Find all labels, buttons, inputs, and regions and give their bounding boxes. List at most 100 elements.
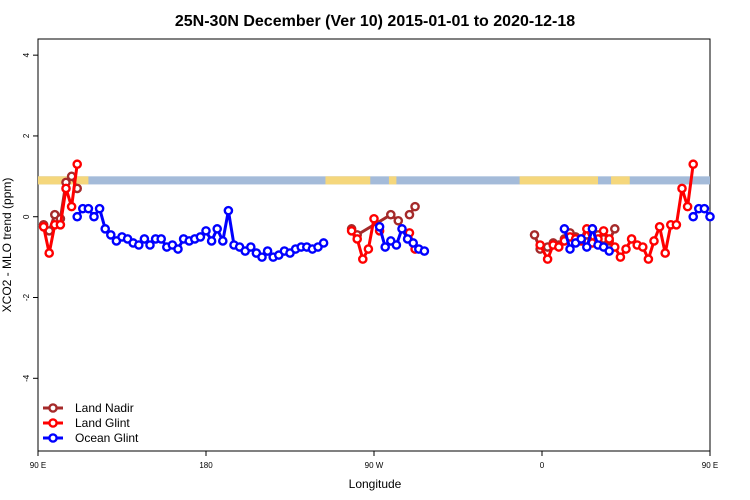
data-point — [223, 205, 234, 216]
data-point — [89, 211, 99, 222]
data-point — [94, 203, 105, 214]
data-point — [542, 254, 553, 264]
data-point — [257, 252, 267, 262]
data-point — [352, 234, 363, 244]
x-axis-label: Longitude — [349, 477, 402, 491]
ocean-band — [38, 176, 710, 185]
data-point — [660, 248, 671, 258]
land-band-segment — [325, 176, 371, 185]
series-ocean-glint — [72, 203, 715, 262]
legend-label: Land Glint — [75, 416, 130, 430]
x-tick-label: 180 — [199, 461, 213, 470]
legend-swatch-marker — [48, 418, 58, 428]
land-band — [38, 176, 710, 185]
legend-item: Ocean Glint — [43, 431, 139, 445]
legend-item: Land Nadir — [43, 401, 134, 415]
data-point — [318, 238, 329, 248]
data-point — [156, 234, 166, 244]
data-point — [173, 244, 183, 254]
data-point — [363, 244, 374, 254]
data-point — [621, 244, 631, 254]
data-point — [393, 215, 404, 226]
x-axis: 90 E 180 90 W 0 90 E — [30, 451, 718, 470]
legend-item: Land Glint — [43, 416, 130, 430]
data-point — [610, 224, 620, 234]
data-point — [638, 242, 648, 252]
data-point — [554, 242, 564, 252]
legend-swatch-marker — [48, 433, 58, 443]
data-point — [262, 246, 273, 256]
land-band-segment — [519, 176, 598, 185]
y-tick-label: -2 — [22, 293, 31, 301]
x-tick-label: 90 W — [365, 461, 384, 470]
legend-label: Land Nadir — [75, 401, 134, 415]
data-point — [369, 213, 379, 224]
data-point — [682, 201, 693, 212]
data-point — [195, 232, 206, 242]
data-point — [201, 226, 211, 236]
data-point — [408, 238, 419, 248]
data-point — [677, 183, 687, 194]
data-point — [106, 230, 116, 240]
data-point — [419, 246, 430, 256]
y-tick-label: 4 — [22, 52, 31, 57]
y-tick-label: 2 — [22, 133, 31, 138]
data-point — [404, 209, 415, 220]
data-point — [72, 159, 82, 170]
data-point — [688, 159, 699, 170]
data-point — [357, 254, 368, 264]
data-point — [385, 209, 396, 220]
data-point — [61, 183, 71, 194]
data-point — [582, 242, 592, 252]
data-point — [626, 234, 637, 244]
data-point — [391, 240, 402, 250]
data-point — [397, 224, 407, 234]
y-tick-label: -4 — [22, 374, 31, 382]
data-point — [587, 224, 598, 234]
data-point — [83, 203, 94, 214]
data-point — [346, 226, 357, 236]
data-point — [643, 254, 654, 264]
data-point — [72, 211, 82, 222]
data-point — [705, 211, 715, 222]
data-point — [380, 242, 391, 252]
data-point — [649, 236, 659, 246]
data-point — [598, 226, 609, 236]
data-point — [38, 222, 49, 232]
data-point — [133, 240, 144, 250]
data-point — [615, 252, 626, 262]
y-axis: 4 2 0 -2 -4 — [22, 52, 38, 382]
data-point — [671, 220, 682, 230]
x-tick-label: 0 — [540, 461, 545, 470]
data-point — [55, 220, 66, 230]
data-point — [688, 211, 699, 222]
data-point — [535, 240, 545, 250]
legend-swatch-marker — [48, 403, 58, 413]
data-point — [206, 236, 217, 246]
land-band-segment — [388, 176, 397, 185]
data-point — [604, 234, 615, 244]
data-point — [44, 248, 55, 258]
data-point — [139, 234, 150, 244]
data-point — [699, 203, 710, 214]
data-point — [654, 222, 665, 232]
data-point — [212, 224, 222, 234]
data-point — [374, 222, 385, 232]
data-point — [576, 234, 587, 244]
data-point — [100, 224, 110, 234]
data-point — [410, 201, 420, 212]
y-axis-label: XCO2 - MLO trend (ppm) — [0, 178, 14, 313]
series-layer — [38, 159, 715, 264]
data-point — [604, 246, 615, 256]
x-tick-label: 90 E — [30, 461, 46, 470]
data-point — [565, 244, 575, 254]
land-band-segment — [611, 176, 630, 185]
data-point — [217, 236, 228, 246]
x-tick-label: 90 E — [702, 461, 718, 470]
data-point — [66, 201, 77, 212]
legend-label: Ocean Glint — [75, 431, 139, 445]
data-point — [529, 230, 540, 240]
